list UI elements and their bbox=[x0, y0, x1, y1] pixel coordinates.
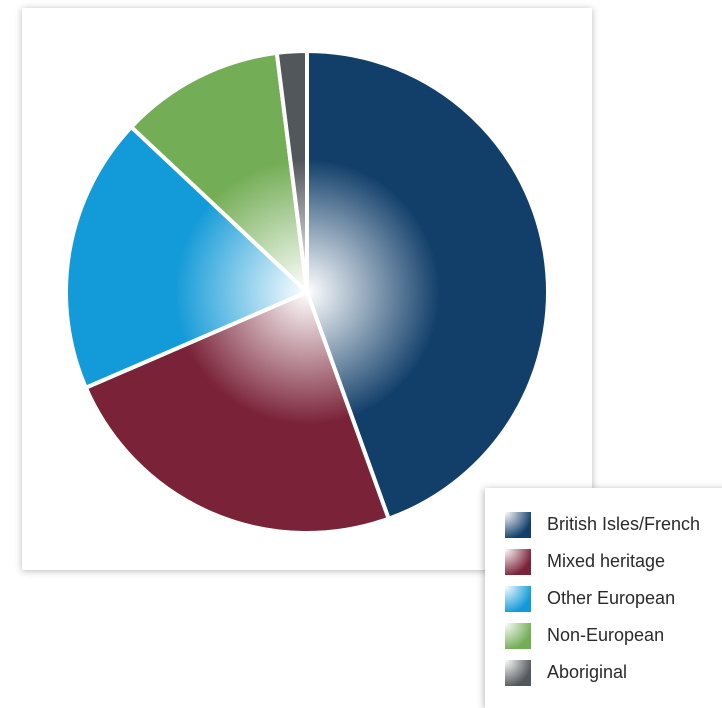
chart-card bbox=[22, 8, 592, 570]
legend-item: Aboriginal bbox=[485, 654, 722, 691]
pie-slice-british-isles-french bbox=[305, 49, 550, 521]
legend-item: British Isles/French bbox=[485, 506, 722, 543]
legend-swatch bbox=[505, 622, 531, 649]
legend-swatch bbox=[505, 585, 531, 612]
legend-item: Other European bbox=[485, 580, 722, 617]
legend-label: British Isles/French bbox=[547, 514, 701, 534]
pie-slice-other-european bbox=[64, 125, 309, 390]
pie-chart bbox=[64, 49, 550, 535]
legend-label: Other European bbox=[547, 588, 676, 608]
legend: British Isles/French Mixed heritage Othe… bbox=[485, 488, 722, 708]
legend-swatch bbox=[505, 511, 531, 538]
pie-slice-non-european bbox=[129, 50, 309, 294]
pie-slice-mixed-heritage bbox=[83, 290, 391, 535]
legend-label: Mixed heritage bbox=[547, 551, 666, 571]
legend-item: Mixed heritage bbox=[485, 543, 722, 580]
legend-label: Aboriginal bbox=[547, 662, 628, 682]
pie-slices bbox=[64, 49, 550, 535]
pie-slice-aboriginal bbox=[274, 49, 309, 294]
legend-item: Non-European bbox=[485, 617, 722, 654]
legend-swatch bbox=[505, 548, 531, 575]
legend-label: Non-European bbox=[547, 625, 665, 645]
legend-swatch bbox=[505, 659, 531, 686]
